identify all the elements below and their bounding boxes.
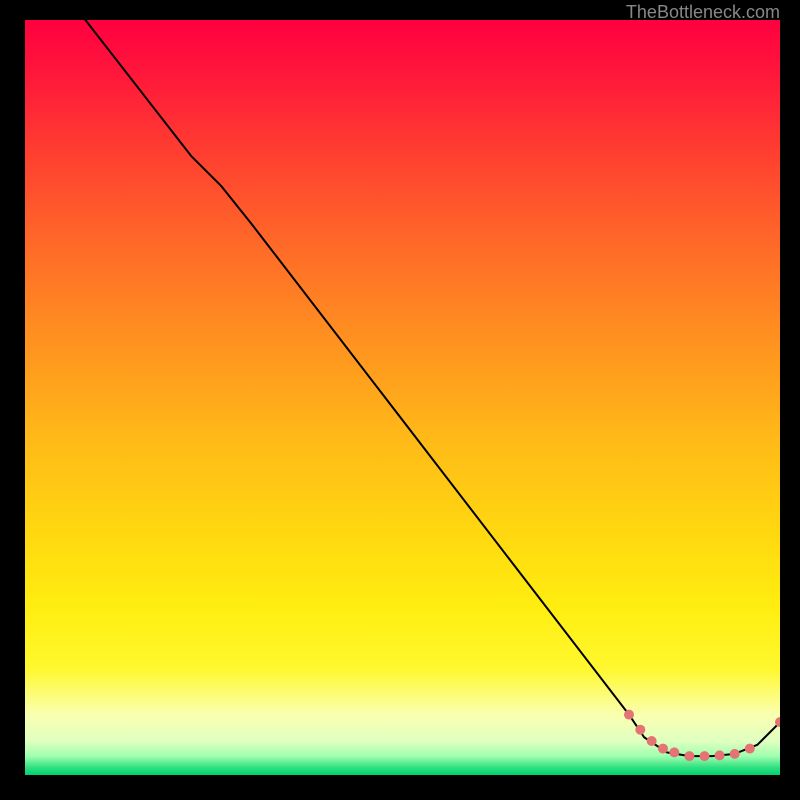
chart-marker <box>624 710 634 720</box>
chart-marker <box>647 736 657 746</box>
chart-marker <box>730 749 740 759</box>
chart-plot-area <box>25 20 780 775</box>
chart-marker <box>658 744 668 754</box>
chart-marker <box>669 747 679 757</box>
chart-svg <box>25 20 780 775</box>
gradient-background <box>25 20 780 775</box>
chart-marker <box>635 725 645 735</box>
chart-marker <box>700 751 710 761</box>
chart-marker <box>715 750 725 760</box>
chart-marker <box>745 744 755 754</box>
watermark-text: TheBottleneck.com <box>626 2 780 23</box>
chart-marker <box>684 751 694 761</box>
